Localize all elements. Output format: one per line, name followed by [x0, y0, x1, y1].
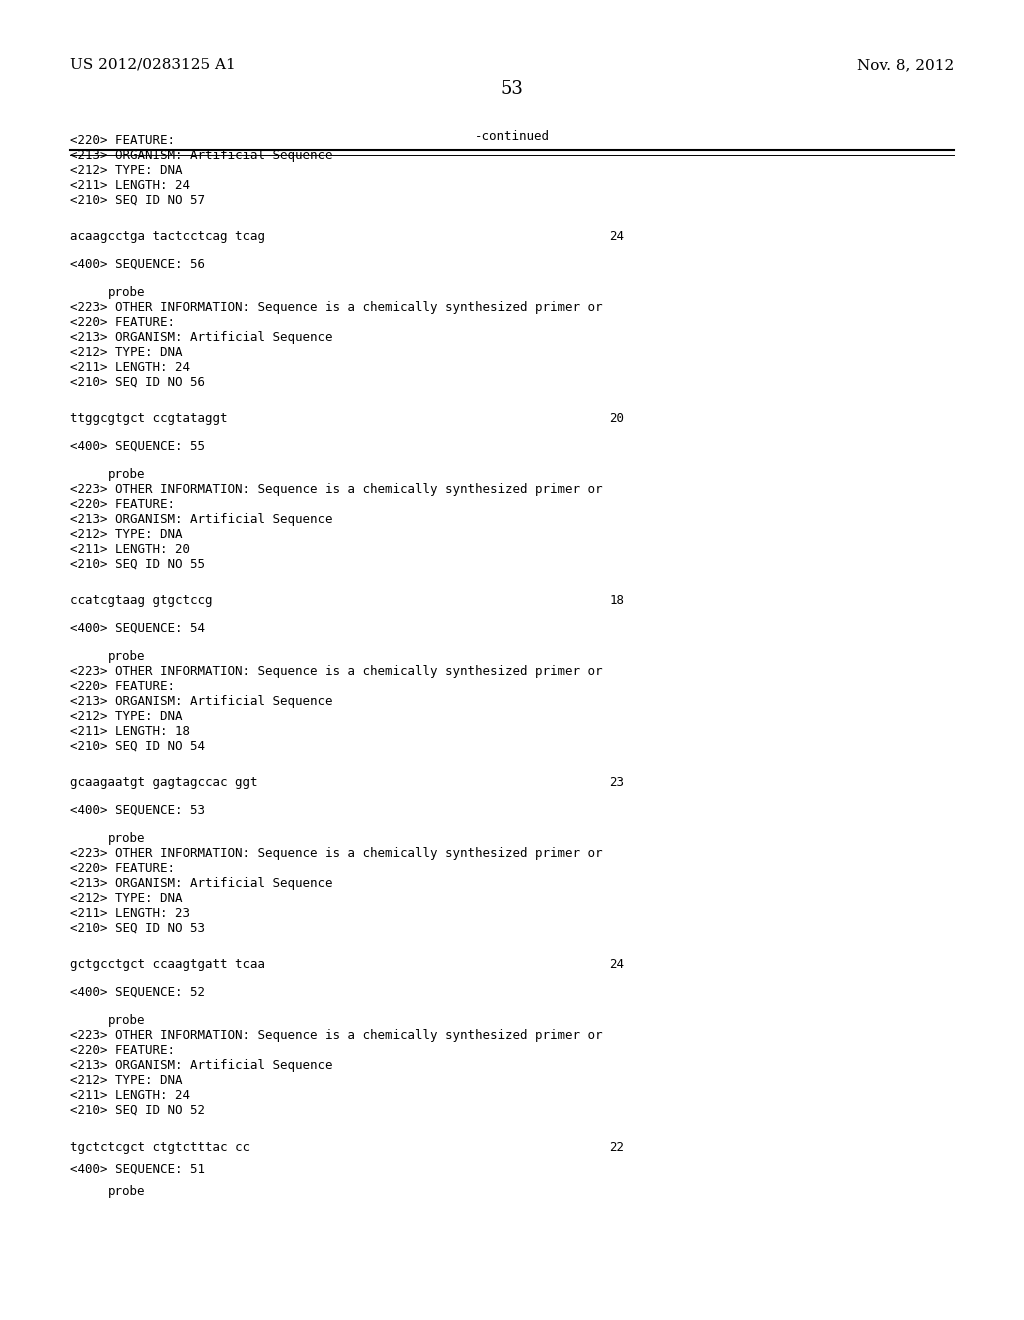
Text: probe: probe — [108, 832, 145, 845]
Text: 23: 23 — [609, 776, 625, 789]
Text: 53: 53 — [501, 81, 523, 98]
Text: <400> SEQUENCE: 52: <400> SEQUENCE: 52 — [70, 986, 205, 999]
Text: <220> FEATURE:: <220> FEATURE: — [70, 1044, 175, 1057]
Text: <223> OTHER INFORMATION: Sequence is a chemically synthesized primer or: <223> OTHER INFORMATION: Sequence is a c… — [70, 301, 602, 314]
Text: <212> TYPE: DNA: <212> TYPE: DNA — [70, 1074, 182, 1086]
Text: Nov. 8, 2012: Nov. 8, 2012 — [857, 58, 954, 73]
Text: <211> LENGTH: 23: <211> LENGTH: 23 — [70, 907, 189, 920]
Text: <211> LENGTH: 20: <211> LENGTH: 20 — [70, 543, 189, 556]
Text: <400> SEQUENCE: 56: <400> SEQUENCE: 56 — [70, 257, 205, 271]
Text: <400> SEQUENCE: 51: <400> SEQUENCE: 51 — [70, 1163, 205, 1176]
Text: <213> ORGANISM: Artificial Sequence: <213> ORGANISM: Artificial Sequence — [70, 696, 332, 708]
Text: probe: probe — [108, 286, 145, 300]
Text: <223> OTHER INFORMATION: Sequence is a chemically synthesized primer or: <223> OTHER INFORMATION: Sequence is a c… — [70, 847, 602, 861]
Text: <223> OTHER INFORMATION: Sequence is a chemically synthesized primer or: <223> OTHER INFORMATION: Sequence is a c… — [70, 483, 602, 496]
Text: US 2012/0283125 A1: US 2012/0283125 A1 — [70, 58, 236, 73]
Text: <211> LENGTH: 24: <211> LENGTH: 24 — [70, 180, 189, 191]
Text: gcaagaatgt gagtagccac ggt: gcaagaatgt gagtagccac ggt — [70, 776, 257, 789]
Text: <212> TYPE: DNA: <212> TYPE: DNA — [70, 892, 182, 906]
Text: <213> ORGANISM: Artificial Sequence: <213> ORGANISM: Artificial Sequence — [70, 149, 332, 162]
Text: <220> FEATURE:: <220> FEATURE: — [70, 680, 175, 693]
Text: <212> TYPE: DNA: <212> TYPE: DNA — [70, 164, 182, 177]
Text: <220> FEATURE:: <220> FEATURE: — [70, 862, 175, 875]
Text: <210> SEQ ID NO 52: <210> SEQ ID NO 52 — [70, 1104, 205, 1117]
Text: <211> LENGTH: 24: <211> LENGTH: 24 — [70, 1089, 189, 1102]
Text: probe: probe — [108, 649, 145, 663]
Text: <212> TYPE: DNA: <212> TYPE: DNA — [70, 346, 182, 359]
Text: <223> OTHER INFORMATION: Sequence is a chemically synthesized primer or: <223> OTHER INFORMATION: Sequence is a c… — [70, 665, 602, 678]
Text: 22: 22 — [609, 1140, 625, 1154]
Text: probe: probe — [108, 1014, 145, 1027]
Text: gctgcctgct ccaagtgatt tcaa: gctgcctgct ccaagtgatt tcaa — [70, 958, 264, 972]
Text: <212> TYPE: DNA: <212> TYPE: DNA — [70, 528, 182, 541]
Text: ccatcgtaag gtgctccg: ccatcgtaag gtgctccg — [70, 594, 212, 607]
Text: acaagcctga tactcctcag tcag: acaagcctga tactcctcag tcag — [70, 230, 264, 243]
Text: 18: 18 — [609, 594, 625, 607]
Text: <400> SEQUENCE: 53: <400> SEQUENCE: 53 — [70, 804, 205, 817]
Text: 24: 24 — [609, 230, 625, 243]
Text: ttggcgtgct ccgtataggt: ttggcgtgct ccgtataggt — [70, 412, 227, 425]
Text: <210> SEQ ID NO 53: <210> SEQ ID NO 53 — [70, 921, 205, 935]
Text: <213> ORGANISM: Artificial Sequence: <213> ORGANISM: Artificial Sequence — [70, 876, 332, 890]
Text: <223> OTHER INFORMATION: Sequence is a chemically synthesized primer or: <223> OTHER INFORMATION: Sequence is a c… — [70, 1030, 602, 1041]
Text: <400> SEQUENCE: 55: <400> SEQUENCE: 55 — [70, 440, 205, 453]
Text: <210> SEQ ID NO 55: <210> SEQ ID NO 55 — [70, 558, 205, 572]
Text: <211> LENGTH: 24: <211> LENGTH: 24 — [70, 360, 189, 374]
Text: probe: probe — [108, 1185, 145, 1199]
Text: -continued: -continued — [474, 129, 550, 143]
Text: <220> FEATURE:: <220> FEATURE: — [70, 315, 175, 329]
Text: <211> LENGTH: 18: <211> LENGTH: 18 — [70, 725, 189, 738]
Text: 24: 24 — [609, 958, 625, 972]
Text: <400> SEQUENCE: 54: <400> SEQUENCE: 54 — [70, 622, 205, 635]
Text: <213> ORGANISM: Artificial Sequence: <213> ORGANISM: Artificial Sequence — [70, 1059, 332, 1072]
Text: <220> FEATURE:: <220> FEATURE: — [70, 498, 175, 511]
Text: 20: 20 — [609, 412, 625, 425]
Text: probe: probe — [108, 469, 145, 480]
Text: <220> FEATURE:: <220> FEATURE: — [70, 135, 175, 147]
Text: <212> TYPE: DNA: <212> TYPE: DNA — [70, 710, 182, 723]
Text: <213> ORGANISM: Artificial Sequence: <213> ORGANISM: Artificial Sequence — [70, 513, 332, 525]
Text: <210> SEQ ID NO 56: <210> SEQ ID NO 56 — [70, 376, 205, 389]
Text: <213> ORGANISM: Artificial Sequence: <213> ORGANISM: Artificial Sequence — [70, 331, 332, 345]
Text: <210> SEQ ID NO 57: <210> SEQ ID NO 57 — [70, 194, 205, 207]
Text: <210> SEQ ID NO 54: <210> SEQ ID NO 54 — [70, 741, 205, 752]
Text: tgctctcgct ctgtctttac cc: tgctctcgct ctgtctttac cc — [70, 1140, 250, 1154]
